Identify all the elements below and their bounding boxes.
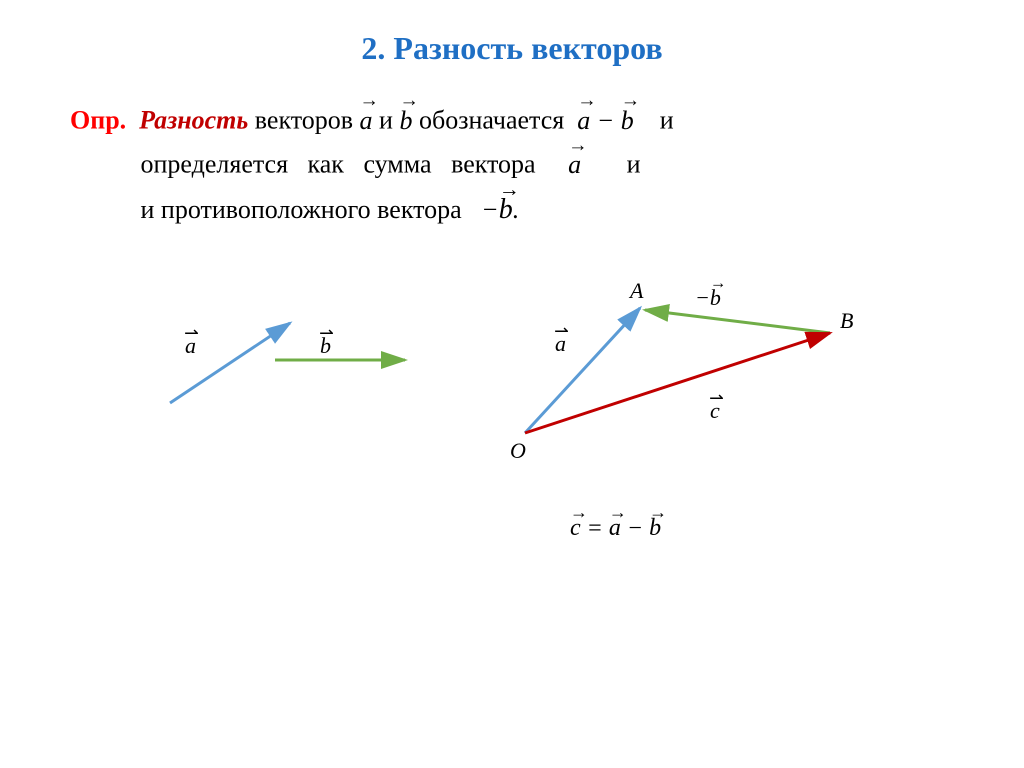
minus-b-inline: −b. bbox=[481, 195, 519, 224]
label-right-a: a bbox=[555, 331, 566, 357]
razn-label: Разность bbox=[139, 106, 248, 135]
page-title: 2. Разность векторов bbox=[0, 0, 1024, 67]
def-text2: обозначается bbox=[419, 106, 571, 135]
vec-b-inline: b bbox=[399, 97, 412, 141]
label-right-minus-b: −b bbox=[695, 283, 721, 311]
label-left-a: a bbox=[185, 333, 196, 359]
definition-block: Опр. Разность векторов a и b обозначаетс… bbox=[0, 67, 1024, 233]
right-vec-minus-b bbox=[645, 310, 830, 333]
label-right-c: c bbox=[710, 398, 720, 424]
label-B: B bbox=[840, 308, 853, 334]
def-text1: векторов bbox=[248, 106, 359, 135]
formula-c-eq: c = a − b bbox=[570, 513, 661, 542]
and-word: и bbox=[379, 106, 393, 135]
def-text4: и противоположного вектора bbox=[141, 195, 462, 224]
label-left-b: b bbox=[320, 333, 331, 359]
def-text4a: и bbox=[627, 150, 641, 179]
label-O: O bbox=[510, 438, 526, 464]
vec-a-inline2: a bbox=[568, 141, 581, 185]
vec-a-inline: a bbox=[360, 97, 373, 141]
def-text3a: и bbox=[660, 106, 674, 135]
diagram-area: a b O A B a −b c c = a − b bbox=[0, 253, 1024, 633]
label-A: A bbox=[630, 278, 643, 304]
def-text3: определяется как сумма вектора bbox=[141, 150, 536, 179]
opr-label: Опр. bbox=[70, 106, 126, 135]
expr-ab: a − b bbox=[577, 106, 634, 135]
